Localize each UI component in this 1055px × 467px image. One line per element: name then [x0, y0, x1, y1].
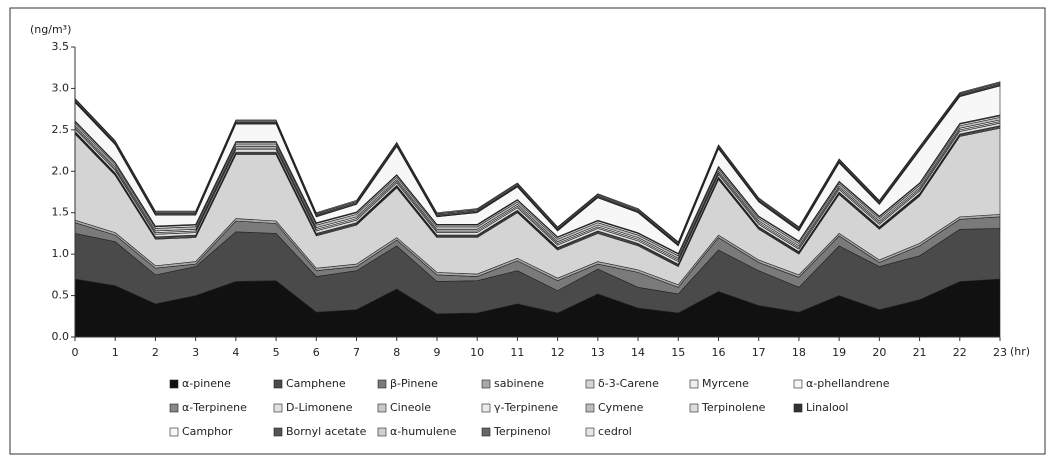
x-tick-label: 15 [671, 346, 685, 359]
x-tick-label: 19 [832, 346, 846, 359]
legend-swatch [169, 427, 179, 437]
legend-label: Linalool [806, 401, 848, 414]
x-tick-label: 11 [510, 346, 524, 359]
legend-swatch [377, 403, 387, 413]
legend-swatch [585, 403, 595, 413]
legend-label: δ-3-Carene [598, 377, 659, 390]
x-tick-label: 8 [393, 346, 400, 359]
legend-label: γ-Terpinene [494, 401, 558, 414]
legend-label: α-Terpinene [182, 401, 247, 414]
x-tick-label: 14 [631, 346, 645, 359]
y-tick-label: 0.0 [52, 330, 70, 343]
x-tick-label: 16 [711, 346, 725, 359]
y-tick-label: 0.5 [52, 289, 70, 302]
x-unit-label: (hr) [1010, 345, 1030, 358]
legend-label: Terpinolene [701, 401, 766, 414]
legend-swatch [585, 427, 595, 437]
legend-label: Terpinenol [493, 425, 551, 438]
legend-swatch [689, 379, 699, 389]
legend-swatch [689, 403, 699, 413]
legend-label: α-phellandrene [806, 377, 890, 390]
legend-label: Bornyl acetate [286, 425, 367, 438]
legend-label: α-humulene [390, 425, 457, 438]
y-unit-label: (ng/m³) [30, 23, 71, 36]
x-tick-label: 13 [591, 346, 605, 359]
legend-swatch [169, 403, 179, 413]
legend-swatch [481, 427, 491, 437]
x-tick-label: 4 [232, 346, 239, 359]
legend-label: Camphor [182, 425, 233, 438]
x-tick-label: 20 [872, 346, 886, 359]
legend-label: Cineole [390, 401, 431, 414]
x-tick-label: 0 [72, 346, 79, 359]
legend-swatch [481, 403, 491, 413]
x-tick-label: 9 [433, 346, 440, 359]
x-tick-label: 17 [752, 346, 766, 359]
legend-swatch [793, 379, 803, 389]
legend-swatch [481, 379, 491, 389]
legend-label: sabinene [494, 377, 544, 390]
x-tick-label: 5 [273, 346, 280, 359]
x-tick-label: 21 [913, 346, 927, 359]
y-tick-label: 2.5 [52, 123, 70, 136]
x-tick-label: 3 [192, 346, 199, 359]
y-tick-label: 3.5 [52, 40, 70, 53]
x-tick-label: 6 [313, 346, 320, 359]
x-tick-label: 10 [470, 346, 484, 359]
frame [9, 7, 1046, 455]
y-tick-label: 2.0 [52, 164, 70, 177]
legend-swatch [273, 403, 283, 413]
x-tick-label: 7 [353, 346, 360, 359]
x-tick-label: 22 [953, 346, 967, 359]
y-tick-label: 1.0 [52, 247, 70, 260]
y-tick-label: 3.0 [52, 81, 70, 94]
legend-swatch [273, 379, 283, 389]
x-tick-label: 23 [993, 346, 1007, 359]
legend-swatch [377, 427, 387, 437]
x-tick-label: 18 [792, 346, 806, 359]
legend-label: Cymene [598, 401, 644, 414]
legend-swatch [793, 403, 803, 413]
legend-swatch [377, 379, 387, 389]
x-tick-label: 1 [112, 346, 119, 359]
legend-label: D-Limonene [286, 401, 353, 414]
legend-label: Myrcene [702, 377, 749, 390]
legend-swatch [169, 379, 179, 389]
x-tick-label: 2 [152, 346, 159, 359]
area [74, 81, 1001, 244]
y-tick-label: 1.5 [52, 206, 70, 219]
legend-swatch [585, 379, 595, 389]
legend-label: β-Pinene [390, 377, 438, 390]
legend-label: α-pinene [182, 377, 231, 390]
legend-label: cedrol [598, 425, 632, 438]
legend-label: Camphene [286, 377, 346, 390]
legend-swatch [273, 427, 283, 437]
x-tick-label: 12 [551, 346, 565, 359]
